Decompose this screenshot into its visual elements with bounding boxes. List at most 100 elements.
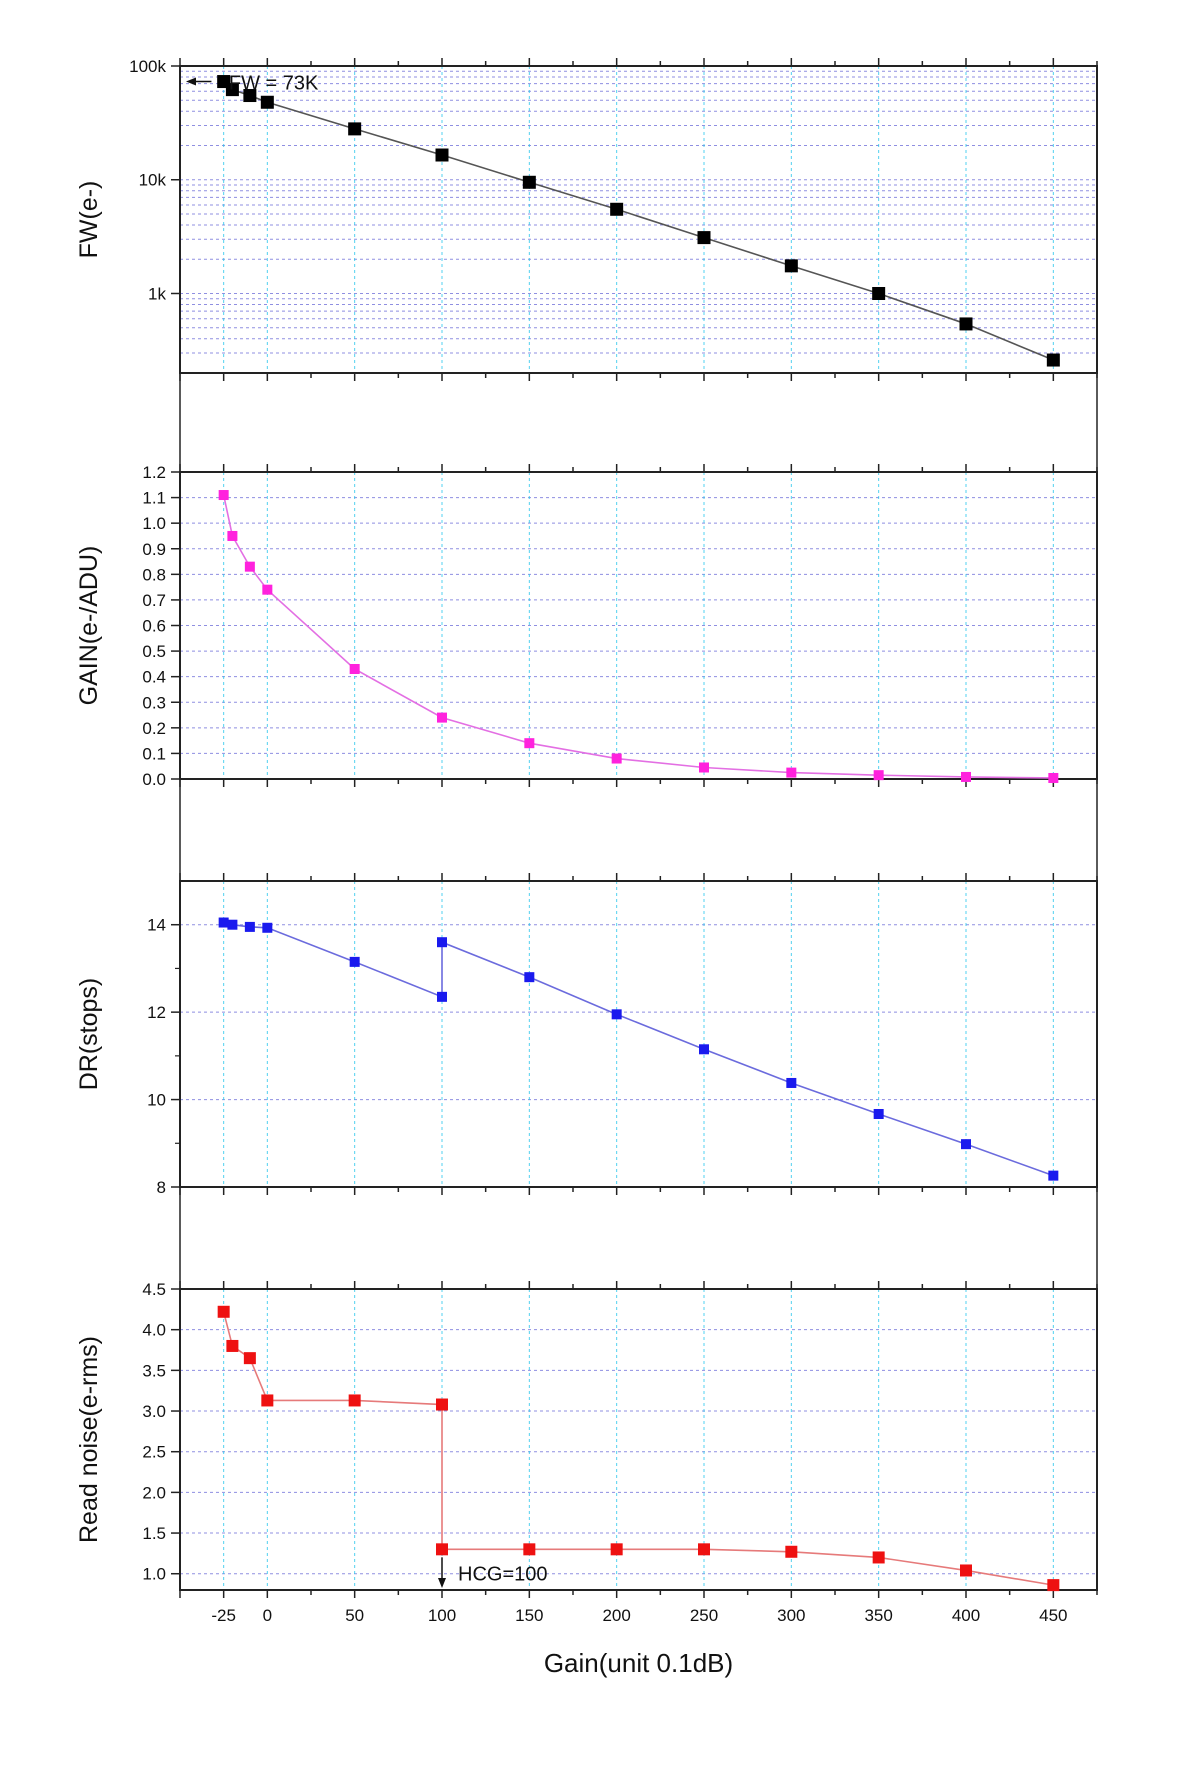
y-tick-label: 0.4: [142, 668, 166, 687]
data-point: [610, 1543, 623, 1556]
data-point: [437, 712, 447, 723]
data-point: [1046, 353, 1060, 367]
series-line: [222, 494, 1054, 779]
chart-panel-1: 1k 10k 100k FW(e-) FW = 73K: [75, 57, 1098, 381]
data-point: [217, 1305, 230, 1318]
x-axis-title: Gain(unit 0.1dB): [544, 1648, 733, 1678]
data-point: [435, 148, 449, 162]
y-tick-label: 100k: [129, 57, 166, 76]
series-line: [222, 1311, 1054, 1586]
y-axis-title: Read noise(e-rms): [75, 1336, 103, 1543]
y-tick-label: 1.0: [142, 1565, 166, 1584]
data-point: [522, 175, 536, 189]
data-point: [436, 1543, 448, 1556]
data-point: [437, 991, 447, 1002]
x-tick-label: 300: [777, 1606, 805, 1625]
x-tick-label: 0: [263, 1606, 272, 1625]
data-point: [262, 922, 273, 933]
data-point: [786, 1077, 797, 1088]
y-tick-label: 0.0: [142, 770, 166, 789]
data-point: [961, 771, 971, 782]
data-point: [226, 1339, 239, 1352]
hcg-arrow-head: [438, 1578, 446, 1588]
data-point: [873, 770, 884, 781]
data-point: [699, 1044, 709, 1055]
data-point: [784, 259, 798, 273]
data-point: [225, 83, 239, 97]
x-tick-label: 100: [428, 1606, 456, 1625]
fw-annotation: FW = 73K: [229, 73, 319, 95]
data-point: [524, 738, 535, 749]
data-point: [611, 1009, 622, 1020]
data-point: [349, 663, 360, 674]
y-axis-title: DR(stops): [75, 978, 103, 1091]
y-axis-title: GAIN(e-/ADU): [75, 546, 103, 706]
y-tick-label: 12: [147, 1003, 166, 1022]
data-point: [243, 1352, 256, 1365]
data-point: [261, 1394, 274, 1407]
data-point: [348, 122, 362, 136]
chart-panel-4: 1.0 1.5 2.0 2.5 3.0 3.5 4.0 4.5 Read noise(e-rms…: [75, 1280, 1098, 1598]
data-point: [1047, 1579, 1060, 1592]
y-tick-label: 10k: [139, 171, 167, 190]
y-tick-label: 14: [147, 916, 166, 935]
data-point: [349, 956, 360, 967]
x-tick-label: 150: [515, 1606, 543, 1625]
x-tick-label: -25: [211, 1606, 236, 1625]
data-point: [436, 1398, 448, 1411]
plot-frame: [179, 65, 1098, 374]
y-tick-label: 1.0: [142, 514, 166, 533]
y-tick-label: 0.3: [142, 693, 166, 712]
y-tick-label: 4.5: [142, 1280, 166, 1299]
y-tick-label: 0.2: [142, 719, 166, 738]
y-tick-label: 0.7: [142, 591, 166, 610]
data-point: [523, 1543, 536, 1556]
data-point: [786, 767, 797, 778]
y-tick-label: 8: [157, 1178, 166, 1197]
x-tick-label: 200: [602, 1606, 630, 1625]
fw-arrow-head: [186, 77, 196, 86]
data-point: [244, 921, 255, 932]
y-tick-label: 1.1: [142, 489, 166, 508]
panel-connectors: [179, 373, 1098, 1289]
y-tick-label: 1.5: [142, 1524, 166, 1543]
y-tick-label: 0.1: [142, 744, 166, 763]
data-point: [243, 89, 257, 103]
series-line: [223, 921, 1054, 1177]
y-axis-title: FW(e-): [75, 181, 103, 259]
x-tick-label: 400: [952, 1606, 980, 1625]
data-point: [873, 1108, 884, 1119]
hcg-annotation: HCG=100: [458, 1564, 548, 1586]
data-point: [218, 490, 229, 501]
data-point: [348, 1394, 361, 1407]
y-tick-label: 1k: [148, 284, 166, 303]
data-point: [1048, 772, 1059, 783]
chart-panel-3: 8 10 12 14 DR(stops): [75, 873, 1098, 1197]
y-tick-label: 0.5: [142, 642, 166, 661]
data-point: [959, 317, 973, 331]
x-tick-label: 250: [690, 1606, 718, 1625]
data-point: [610, 202, 624, 216]
data-point: [872, 1551, 885, 1564]
data-point: [218, 917, 229, 928]
y-tick-label: 2.0: [142, 1483, 166, 1502]
data-point: [524, 972, 535, 983]
y-tick-label: 2.5: [142, 1443, 166, 1462]
data-point: [960, 1564, 972, 1577]
data-point: [785, 1545, 798, 1558]
chart-panel-2: 0.0 0.1 0.2 0.3 0.4 0.5 0.6 0.7 0.8 0.9 1.0 1.1 1.2 G…: [75, 463, 1098, 789]
data-point: [699, 762, 709, 773]
data-point: [262, 584, 273, 595]
x-tick-label: 450: [1039, 1606, 1067, 1625]
plot-frame: [179, 1288, 1098, 1591]
y-tick-label: 3.0: [142, 1402, 166, 1421]
y-tick-label: 0.8: [142, 565, 166, 584]
data-point: [437, 937, 447, 948]
y-tick-label: 0.9: [142, 540, 166, 559]
x-tick-label: 350: [864, 1606, 892, 1625]
plot-frame: [179, 880, 1098, 1188]
x-tick-label: 50: [345, 1606, 364, 1625]
data-point: [227, 919, 238, 930]
y-tick-label: 3.5: [142, 1361, 166, 1380]
data-point: [227, 530, 238, 541]
